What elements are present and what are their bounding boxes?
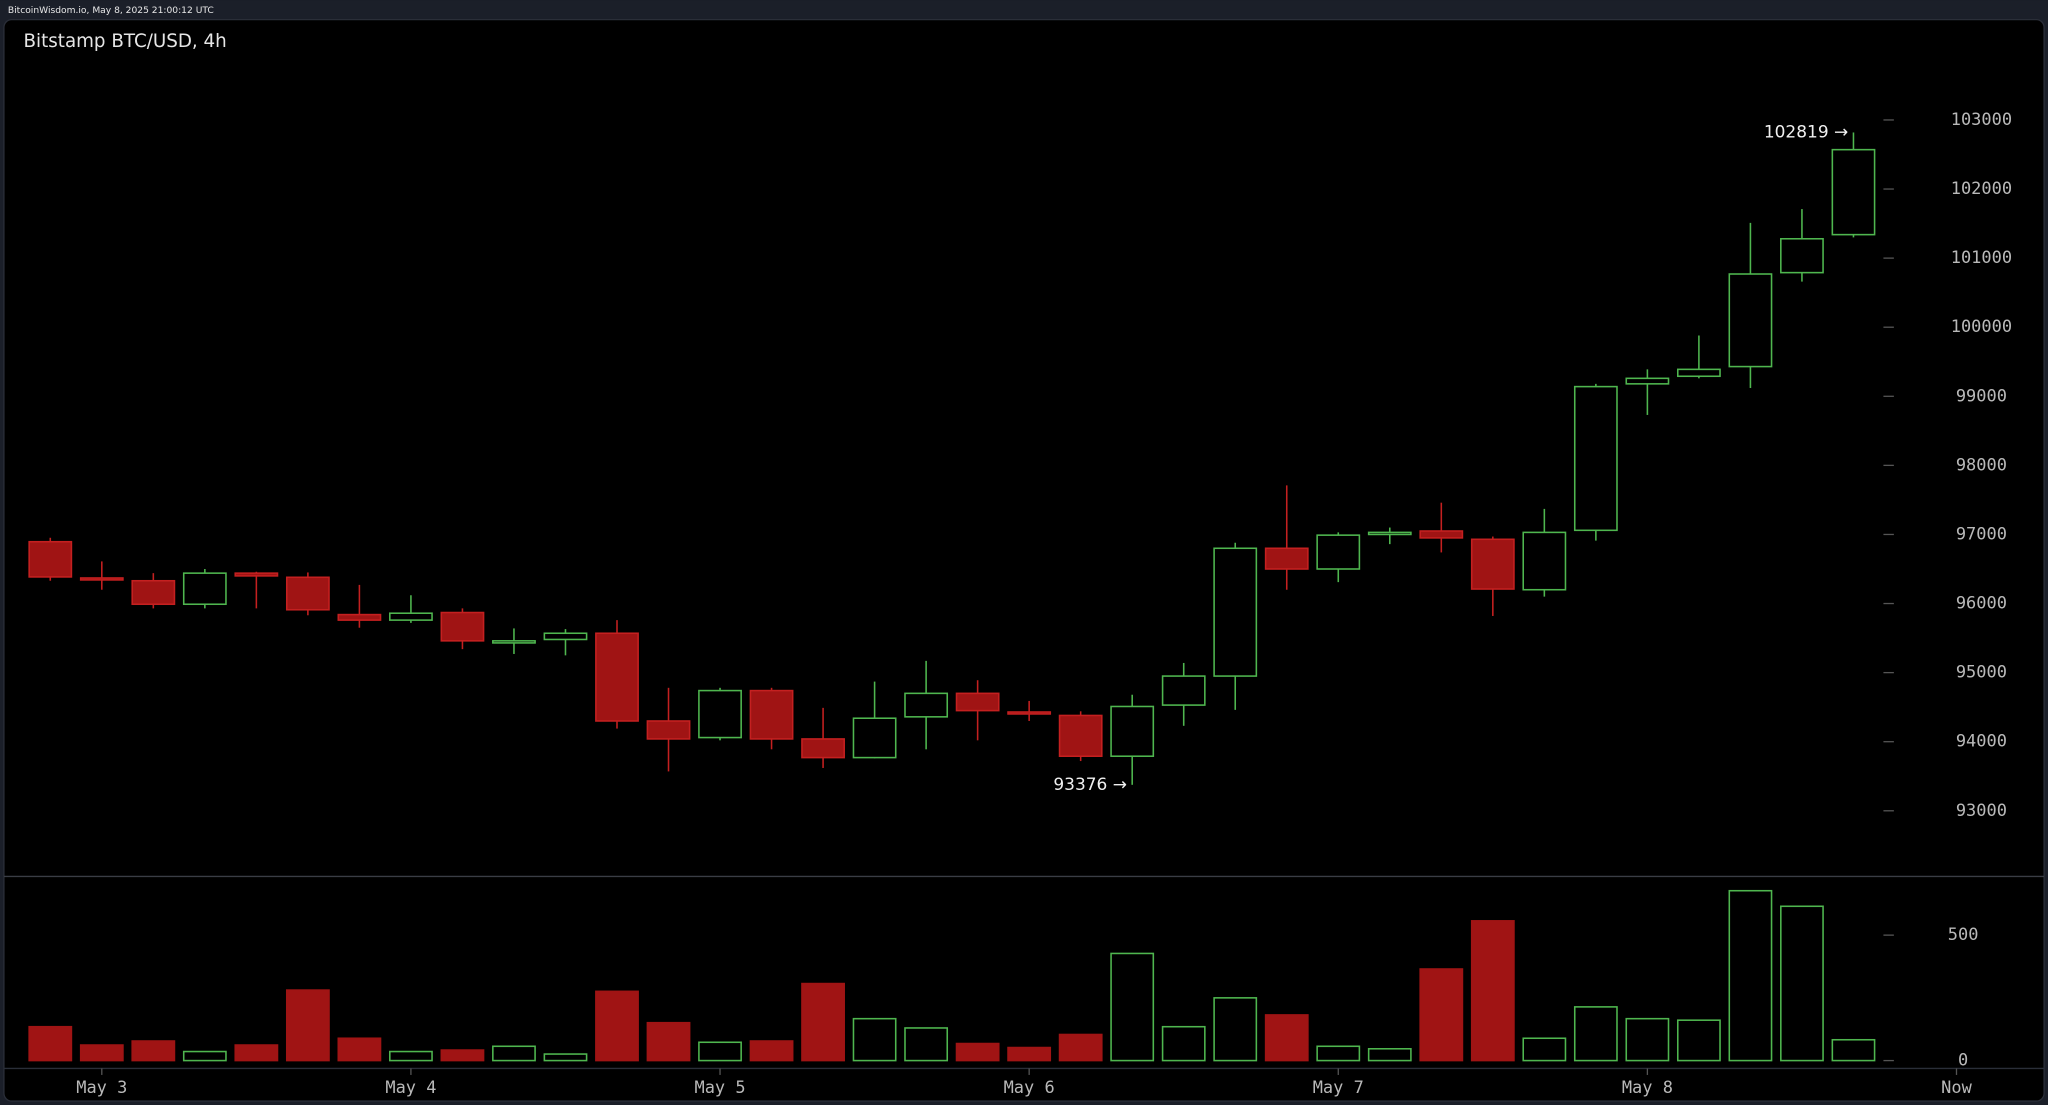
volume-bar [595,990,639,1062]
candle-body [1316,534,1361,570]
y-tick-label: 94000 [1956,732,2007,752]
volume-bar [749,1040,794,1062]
candle-body [1367,531,1412,536]
x-tick-label: May 4 [385,1078,436,1098]
volume-bar [1161,1025,1206,1062]
volume-bar [543,1053,588,1062]
candle-body [1522,531,1567,591]
y-tick-label: 101000 [1951,248,2012,268]
y-tick-label: 99000 [1956,386,2007,406]
x-tick-label: May 6 [1004,1078,1055,1098]
candle-body [1419,530,1464,539]
volume-bar [492,1045,536,1062]
volume-bar [28,1025,73,1062]
y-tick-label: 93000 [1956,801,2007,821]
candle-body [1110,705,1155,757]
candle-body [440,611,485,642]
y-tick-label: 100000 [1951,317,2012,337]
candle-body [1264,547,1309,570]
candle-body [1625,377,1670,385]
candle-body [698,689,742,739]
candle-body [904,692,949,718]
volume-bar [131,1040,176,1062]
volume-bar [79,1044,124,1062]
candle-body [1007,711,1052,715]
candle-body [131,579,176,606]
volume-bar [1573,1006,1618,1062]
candle-body [595,632,639,722]
volume-tick-label: 500 [1948,925,1979,945]
y-tick-label: 102000 [1951,179,2012,199]
candle-body [955,692,1000,712]
y-tick-label: 96000 [1956,594,2007,614]
volume-bar [1367,1048,1412,1062]
chart-title: Bitstamp BTC/USD, 4h [24,31,227,52]
volume-bar [1213,997,1258,1062]
candle-body [1058,714,1103,757]
volume-bar [285,989,330,1062]
candle-body [1831,148,1876,236]
candle-body [1728,273,1773,368]
volume-bar [389,1050,433,1062]
volume-bar [440,1049,485,1062]
volume-bar [646,1021,691,1062]
candle-body [285,576,330,611]
price-annotation: 102819 → [1764,122,1848,142]
x-tick-label: May 5 [694,1078,745,1098]
volume-bar [904,1027,949,1062]
header-text: BitcoinWisdom.io, May 8, 2025 21:00:12 U… [8,6,214,16]
volume-bar [1780,905,1824,1062]
volume-bar [1419,968,1464,1062]
candle-body [1676,368,1721,378]
candle-body [646,720,691,740]
chart-panel [3,18,2045,1102]
volume-bar [1676,1019,1721,1062]
candle-body [389,612,433,621]
y-tick-label: 95000 [1956,663,2007,683]
candle-body [801,738,845,759]
volume-bar [698,1041,742,1062]
candle-body [1780,237,1824,274]
candle-body [182,572,227,606]
candle-body [492,640,536,644]
y-tick-label: 97000 [1956,524,2007,544]
candle-body [337,613,382,621]
x-tick-label: May 7 [1313,1078,1364,1098]
volume-bar [1110,952,1155,1062]
candle-body [28,540,73,578]
volume-bar [1522,1037,1567,1062]
y-tick-label: 98000 [1956,455,2007,475]
volume-bar [955,1042,1000,1062]
volume-bar [337,1037,382,1062]
volume-bar [1831,1038,1876,1062]
candle-body [852,717,897,759]
y-tick-label: 103000 [1951,110,2012,130]
candle-body [234,572,279,577]
volume-tick-label: 0 [1958,1051,1968,1071]
volume-bar [1625,1017,1670,1062]
volume-bar [182,1050,227,1062]
candle-body [1161,675,1206,706]
volume-bar [1470,920,1515,1062]
candle-body [543,632,588,641]
x-tick-label: May 3 [76,1078,127,1098]
candle-body [79,577,124,581]
candle-body [1470,538,1515,590]
volume-bar [234,1044,279,1062]
x-tick-label: May 8 [1622,1078,1673,1098]
volume-bar [1058,1033,1103,1062]
candle-body [1213,547,1258,677]
candle-body [749,689,794,740]
volume-bar [1728,889,1773,1062]
volume-bar [801,982,845,1062]
volume-bar [1007,1046,1052,1062]
candle-body [1573,385,1618,532]
volume-bar [852,1017,897,1062]
price-annotation: 93376 → [1053,775,1127,795]
x-tick-label: Now [1941,1078,1972,1098]
volume-bar [1316,1045,1361,1062]
volume-bar [1264,1014,1309,1062]
